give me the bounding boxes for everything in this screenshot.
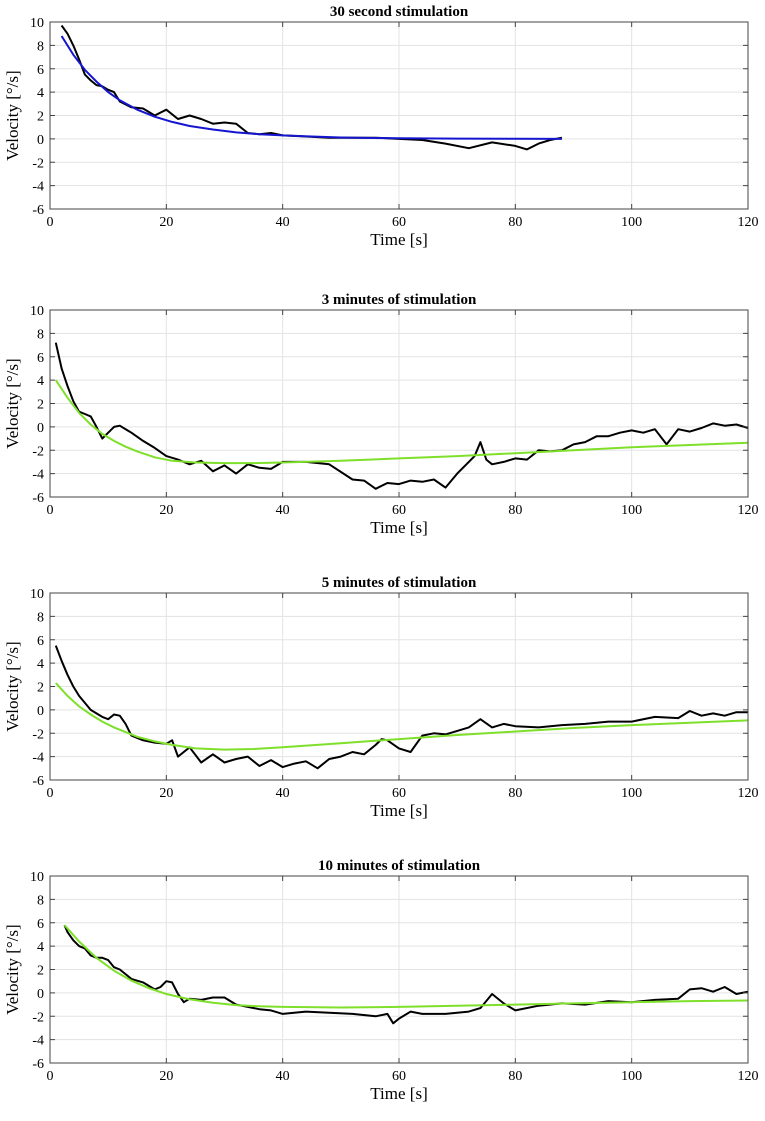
y-tick-label: -4 [32, 751, 44, 766]
x-tick-label: 80 [508, 503, 522, 518]
y-tick-label: -4 [32, 1034, 44, 1049]
y-axis-label: Velocity [°/s] [3, 641, 22, 731]
y-axis-label: Velocity [°/s] [3, 358, 22, 448]
x-tick-label: 100 [621, 215, 642, 230]
fit-line [55, 682, 749, 751]
velocity-line [54, 645, 748, 770]
x-tick-label: 20 [159, 503, 173, 518]
y-axis-label: Velocity [°/s] [3, 70, 22, 160]
y-tick-label: 4 [37, 940, 44, 955]
y-tick-label: -4 [32, 468, 44, 483]
x-tick-label: 20 [159, 215, 173, 230]
subplot-2: 0 20 40 60 80 100 120 -6 -4 -2 0 2 4 6 8 10 3 minutes of… [3, 292, 759, 537]
x-tick-label: 40 [276, 503, 290, 518]
y-tick-label: 2 [37, 110, 44, 125]
chart-title: 3 minutes of stimulation [322, 292, 477, 308]
y-tick-label: -6 [32, 774, 44, 789]
subplot-1: 0 20 40 60 80 100 120 -6 -4 -2 0 2 4 6 8 10 30 second st… [3, 4, 759, 249]
y-tick-label: -6 [32, 203, 44, 218]
y-tick-label: 8 [37, 610, 44, 625]
x-tick-label: 40 [276, 215, 290, 230]
y-tick-label: 4 [37, 86, 44, 101]
x-tick-label: 120 [738, 215, 759, 230]
y-tick-label: 4 [37, 374, 44, 389]
x-tick-label: 0 [47, 503, 54, 518]
y-tick-label: 10 [30, 587, 44, 602]
y-tick-label: 10 [30, 304, 44, 319]
x-tick-label: 120 [738, 1069, 759, 1084]
y-tick-label: 6 [37, 634, 44, 649]
fit-line [60, 35, 562, 140]
y-tick-label: 8 [37, 39, 44, 54]
x-tick-label: 0 [47, 1069, 54, 1084]
y-tick-label: 2 [37, 964, 44, 979]
y-tick-label: -4 [32, 180, 44, 195]
x-tick-label: 0 [47, 786, 54, 801]
y-tick-label: 0 [37, 704, 44, 719]
x-axis-label: Time [s] [370, 518, 427, 537]
x-tick-label: 80 [508, 215, 522, 230]
x-tick-label: 60 [392, 786, 406, 801]
x-axis-label: Time [s] [370, 1084, 427, 1103]
y-tick-label: -6 [32, 1057, 44, 1072]
y-axis-label: Velocity [°/s] [3, 924, 22, 1014]
x-tick-label: 100 [621, 786, 642, 801]
y-tick-label: 6 [37, 63, 44, 78]
y-tick-label: -6 [32, 491, 44, 506]
x-tick-label: 40 [276, 1069, 290, 1084]
x-tick-label: 60 [392, 1069, 406, 1084]
y-tick-label: -2 [32, 156, 44, 171]
chart-title: 10 minutes of stimulation [318, 858, 481, 874]
velocity-line [60, 24, 563, 151]
velocity-line [63, 924, 749, 1025]
x-tick-label: 60 [392, 215, 406, 230]
y-tick-label: -2 [32, 444, 44, 459]
x-tick-label: 80 [508, 786, 522, 801]
x-tick-label: 80 [508, 1069, 522, 1084]
y-tick-label: 6 [37, 351, 44, 366]
x-tick-label: 60 [392, 503, 406, 518]
y-tick-label: 6 [37, 917, 44, 932]
x-tick-label: 120 [738, 786, 759, 801]
subplot-4: 0 20 40 60 80 100 120 -6 -4 -2 0 2 4 6 8 10 10 minutes o… [3, 858, 759, 1103]
y-tick-label: 0 [37, 133, 44, 148]
x-tick-label: 0 [47, 215, 54, 230]
y-tick-label: 10 [30, 870, 44, 885]
chart-title: 5 minutes of stimulation [322, 575, 477, 591]
y-tick-label: 0 [37, 421, 44, 436]
x-tick-label: 20 [159, 1069, 173, 1084]
velocity-line [54, 342, 749, 490]
x-tick-label: 100 [621, 1069, 642, 1084]
chart-title: 30 second stimulation [330, 4, 469, 20]
y-tick-label: 8 [37, 327, 44, 342]
fit-line [63, 924, 749, 1009]
y-tick-label: 4 [37, 657, 44, 672]
y-tick-label: 2 [37, 681, 44, 696]
fit-line [54, 379, 749, 465]
subplot-3: 0 20 40 60 80 100 120 -6 -4 -2 0 2 4 6 8 10 5 minutes of… [3, 575, 759, 820]
y-tick-label: -2 [32, 727, 44, 742]
y-tick-label: 10 [30, 16, 44, 31]
x-axis-label: Time [s] [370, 801, 427, 820]
x-tick-label: 40 [276, 786, 290, 801]
x-tick-label: 120 [738, 503, 759, 518]
y-tick-label: 8 [37, 893, 44, 908]
x-tick-label: 100 [621, 503, 642, 518]
y-tick-label: -2 [32, 1010, 44, 1025]
x-axis-label: Time [s] [370, 230, 427, 249]
y-tick-label: 2 [37, 398, 44, 413]
x-tick-label: 20 [159, 786, 173, 801]
y-tick-label: 0 [37, 987, 44, 1002]
